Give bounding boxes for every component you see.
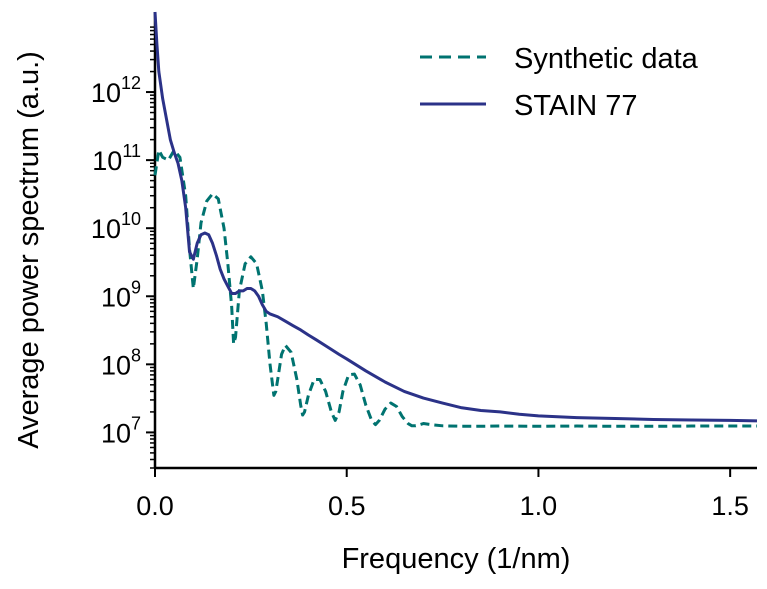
x-tick-label: 1.5 <box>711 491 749 521</box>
y-tick-base: 10 <box>92 146 122 176</box>
x-tick-label: 0.5 <box>328 491 366 521</box>
y-tick-label: 1010 <box>91 209 141 244</box>
series-line-synthetic-data <box>153 148 757 428</box>
x-ticks: 0.0 0.5 1.0 1.5 <box>136 468 749 521</box>
y-tick-base: 10 <box>101 418 131 448</box>
legend-label-stain-77: STAIN 77 <box>514 90 638 122</box>
y-tick-label: 1011 <box>92 141 141 176</box>
y-tick-base: 10 <box>91 214 121 244</box>
y-tick-exponent: 12 <box>121 73 141 93</box>
x-tick-label: 0.0 <box>136 491 174 521</box>
y-axis-label: Average power spectrum (a.u.) <box>13 51 45 449</box>
y-tick-exponent: 11 <box>122 141 141 161</box>
legend: Synthetic data STAIN 77 <box>420 43 699 122</box>
plot-area <box>153 11 758 428</box>
y-tick-exponent: 10 <box>121 209 141 229</box>
x-tick-label: 1.0 <box>520 491 558 521</box>
series-line-stain-77 <box>153 11 758 423</box>
y-tick-label: 107 <box>101 413 141 448</box>
y-minor-ticks <box>150 26 155 469</box>
y-tick-exponent: 8 <box>131 345 141 365</box>
x-axis-label: Frequency (1/nm) <box>342 543 571 575</box>
y-tick-label: 109 <box>101 277 141 312</box>
y-tick-base: 10 <box>101 350 131 380</box>
y-tick-exponent: 7 <box>131 413 141 433</box>
y-tick-label: 108 <box>101 345 141 380</box>
y-tick-base: 10 <box>91 78 121 108</box>
y-tick-label: 1012 <box>91 73 141 108</box>
y-tick-exponent: 9 <box>131 277 141 297</box>
y-tick-base: 10 <box>101 282 131 312</box>
legend-label-synthetic-data: Synthetic data <box>514 43 699 75</box>
